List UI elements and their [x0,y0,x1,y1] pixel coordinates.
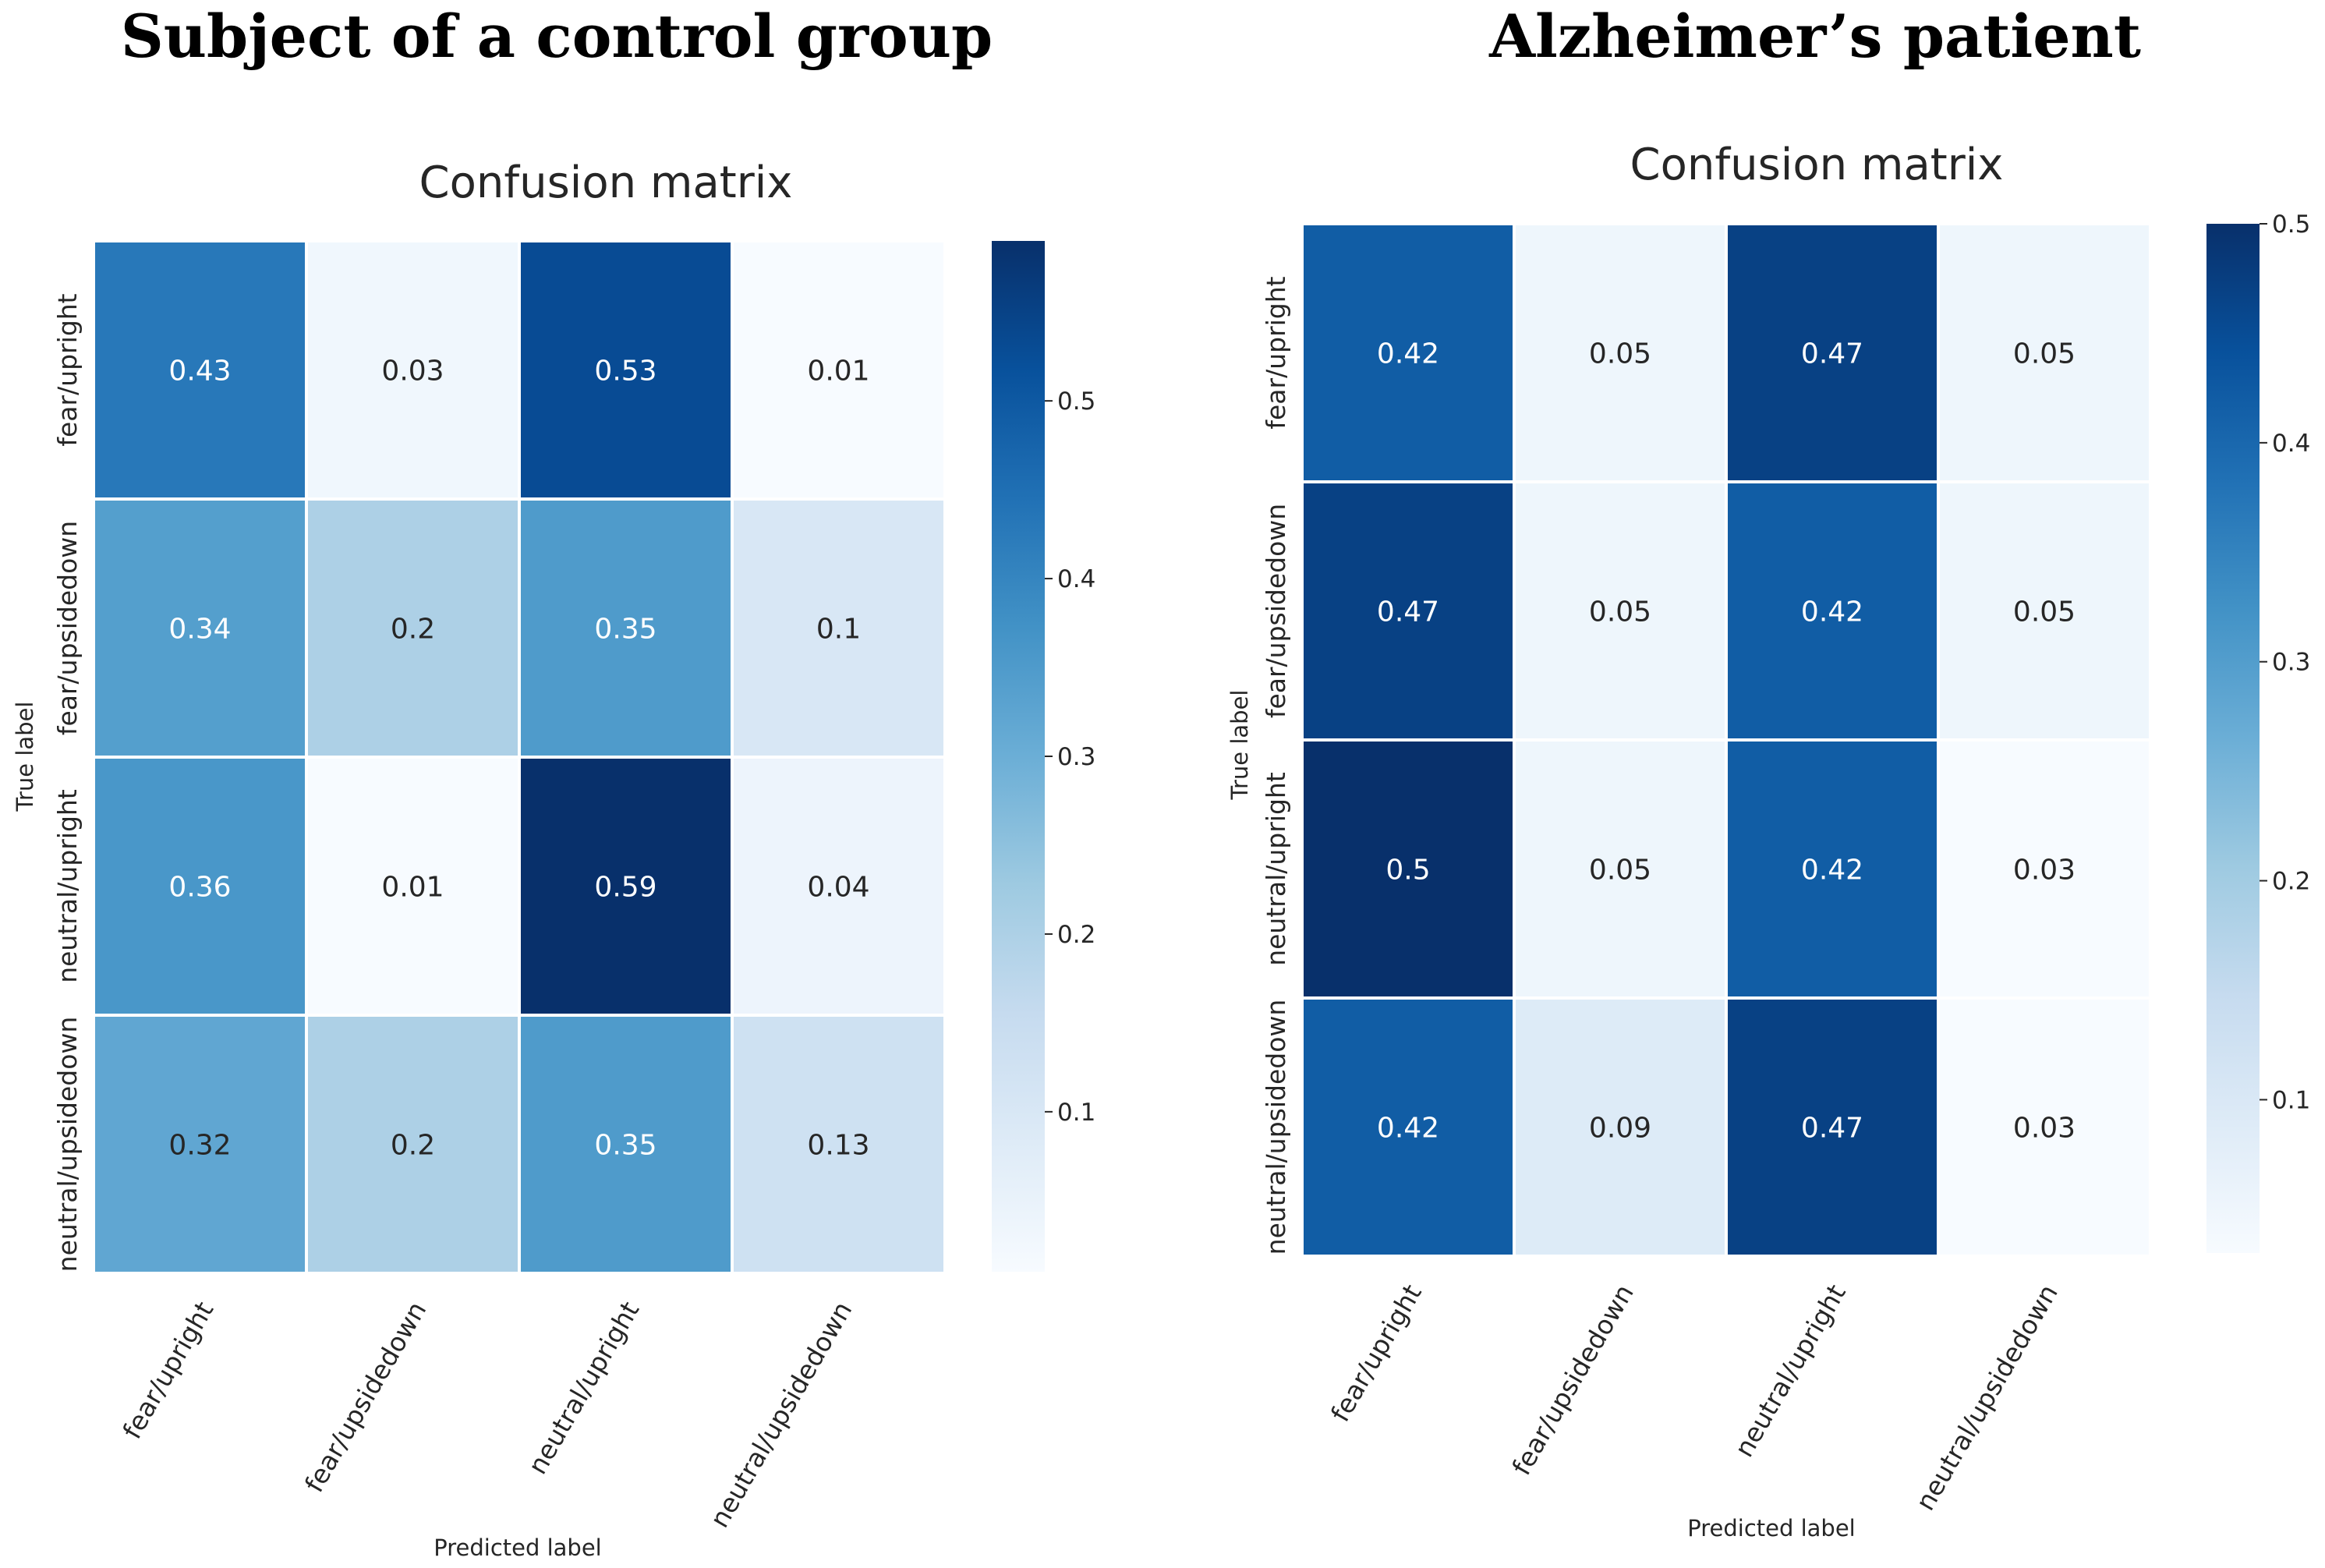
cell-value-label: 0.04 [807,872,869,904]
y-tick-label: fear/upsidedown [52,521,83,735]
heatmap-cell [731,239,947,501]
cell-value-label: 0.59 [594,872,656,904]
heatmap-cell [1725,222,1940,483]
cell-value-label: 0.2 [391,614,435,646]
cell-value-label: 0.36 [168,872,231,904]
x-tick-label: neutral/upright [1729,1279,1852,1462]
heatmap-cell [1937,222,2152,483]
x-axis-label: Predicted label [1687,1515,1856,1541]
heatmap-cell [1301,480,1516,742]
heatmap-cell [1937,996,2152,1258]
y-tick-label: fear/upsidedown [1261,504,1291,718]
heatmap-cell [305,1014,521,1275]
cell-value-label: 0.43 [168,356,231,388]
cell-value-label: 0.05 [2013,596,2076,628]
heatmap-cell [1725,738,1940,1000]
cell-value-label: 0.05 [1589,855,1651,887]
cell-value-label: 0.03 [2013,855,2076,887]
heatmap-cell [92,497,308,759]
y-tick-label: neutral/upsidedown [1261,1000,1291,1255]
heatmap-cell [518,756,734,1017]
heatmap-cell [731,1014,947,1275]
y-tick-label: neutral/upright [52,789,83,983]
cell-value-label: 0.42 [1377,338,1439,370]
heatmap-cell [1937,738,2152,1000]
x-tick-label: fear/upsidedown [299,1297,432,1498]
chart-title: Confusion matrix [1630,140,2004,190]
cell-value-label: 0.01 [381,872,444,904]
x-tick-label: fear/upright [117,1296,220,1443]
colorbar-tick-label: 0.2 [2272,868,2310,896]
heatmap-cell [305,756,521,1017]
colorbar-tick-label: 0.4 [1057,565,1095,593]
heatmap-cell [731,497,947,759]
heatmap-cell [92,1014,308,1275]
cell-value-label: 0.1 [816,614,861,646]
control-group-heading: Subject of a control group [120,2,993,71]
confusion-matrix-panel-0: Confusion matrix 0.43 0.03 0.53 0.01 0.34 0.2 0… [12,158,1095,1561]
colorbar-tick-label: 0.4 [2272,430,2310,458]
cell-value-label: 0.2 [391,1130,435,1162]
y-tick-label: fear/upright [1261,276,1291,429]
heatmap-cell [1513,996,1728,1258]
heatmap-cell [518,497,734,759]
cell-value-label: 0.5 [1385,855,1430,887]
colorbar [2206,224,2260,1253]
heatmap-cell [1513,222,1728,483]
heatmap-cell [1937,480,2152,742]
colorbar-tick-label: 0.1 [1057,1099,1095,1127]
cell-value-label: 0.01 [807,356,869,388]
x-tick-label: neutral/upsidedown [1909,1280,2064,1516]
colorbar-tick-label: 0.2 [1057,921,1095,949]
confusion-matrix-panel-1: Confusion matrix 0.42 0.05 0.47 0.05 0.47 0.05… [1226,140,2310,1541]
cell-value-label: 0.03 [2013,1113,2076,1145]
cell-value-label: 0.35 [594,1130,656,1162]
x-tick-label: fear/upsidedown [1506,1280,1639,1481]
colorbar-tick-label: 0.5 [2272,211,2310,239]
x-axis-label: Predicted label [434,1534,602,1561]
cell-value-label: 0.42 [1801,855,1863,887]
cell-value-label: 0.35 [594,614,656,646]
colorbar-tick-label: 0.1 [2272,1086,2310,1114]
heatmap-cell [1513,480,1728,742]
y-tick-label: neutral/upsidedown [52,1017,83,1272]
heatmap-cell [1301,222,1516,483]
cell-value-label: 0.47 [1801,1113,1863,1145]
cell-value-label: 0.47 [1801,338,1863,370]
cell-value-label: 0.05 [1589,596,1651,628]
heatmap-cell [305,497,521,759]
colorbar [992,241,1045,1272]
cell-value-label: 0.05 [2013,338,2076,370]
colorbar-tick-label: 0.3 [1057,743,1095,771]
colorbar-tick-label: 0.3 [2272,649,2310,677]
cell-value-label: 0.34 [168,614,231,646]
chart-title: Confusion matrix [419,158,793,208]
cell-value-label: 0.53 [594,356,656,388]
heatmap-cell [1301,996,1516,1258]
x-tick-label: fear/upright [1325,1279,1428,1426]
cell-value-label: 0.09 [1589,1113,1651,1145]
heatmap-cell [1725,480,1940,742]
y-tick-label: fear/upright [52,293,83,446]
cell-value-label: 0.47 [1377,596,1439,628]
cell-value-label: 0.32 [168,1130,231,1162]
heatmap-cell [731,756,947,1017]
cell-value-label: 0.42 [1377,1113,1439,1145]
x-tick-label: neutral/upsidedown [704,1297,858,1533]
cell-value-label: 0.42 [1801,596,1863,628]
alzheimers-patient-heading: Alzheimer’s patient [1489,2,2141,71]
y-axis-label: True label [12,702,38,812]
y-tick-label: neutral/upright [1261,772,1291,966]
cell-value-label: 0.13 [807,1130,869,1162]
cell-value-label: 0.03 [381,356,444,388]
colorbar-tick-label: 0.5 [1057,388,1095,416]
y-axis-label: True label [1226,690,1253,801]
x-tick-label: neutral/upright [522,1296,645,1479]
heatmap-cell [1725,996,1940,1258]
cell-value-label: 0.05 [1589,338,1651,370]
